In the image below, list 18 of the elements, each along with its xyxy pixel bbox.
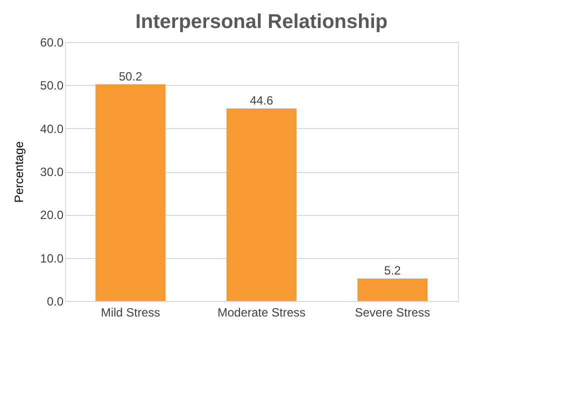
y-tick-label: 10.0 — [40, 251, 64, 266]
bar — [358, 278, 428, 301]
bar — [96, 84, 166, 301]
x-tick-label: Severe Stress — [354, 306, 430, 320]
x-tick-label: Moderate Stress — [217, 306, 306, 320]
bar — [226, 108, 296, 301]
y-axis-title: Percentage — [12, 140, 26, 203]
y-tick-label: 30.0 — [40, 165, 64, 179]
data-label: 5.2 — [384, 264, 402, 278]
x-tick-label: Mild Stress — [100, 306, 160, 320]
y-tick-label: 50.0 — [40, 78, 64, 93]
data-label: 50.2 — [118, 69, 142, 84]
data-label: 44.6 — [250, 93, 274, 108]
y-tick-label: 0.0 — [46, 294, 64, 308]
y-tick-label: 40.0 — [40, 122, 64, 136]
chart-title: Interpersonal Relationship — [135, 11, 388, 33]
y-tick-label: 20.0 — [40, 208, 64, 222]
y-tick-label: 60.0 — [40, 36, 64, 50]
